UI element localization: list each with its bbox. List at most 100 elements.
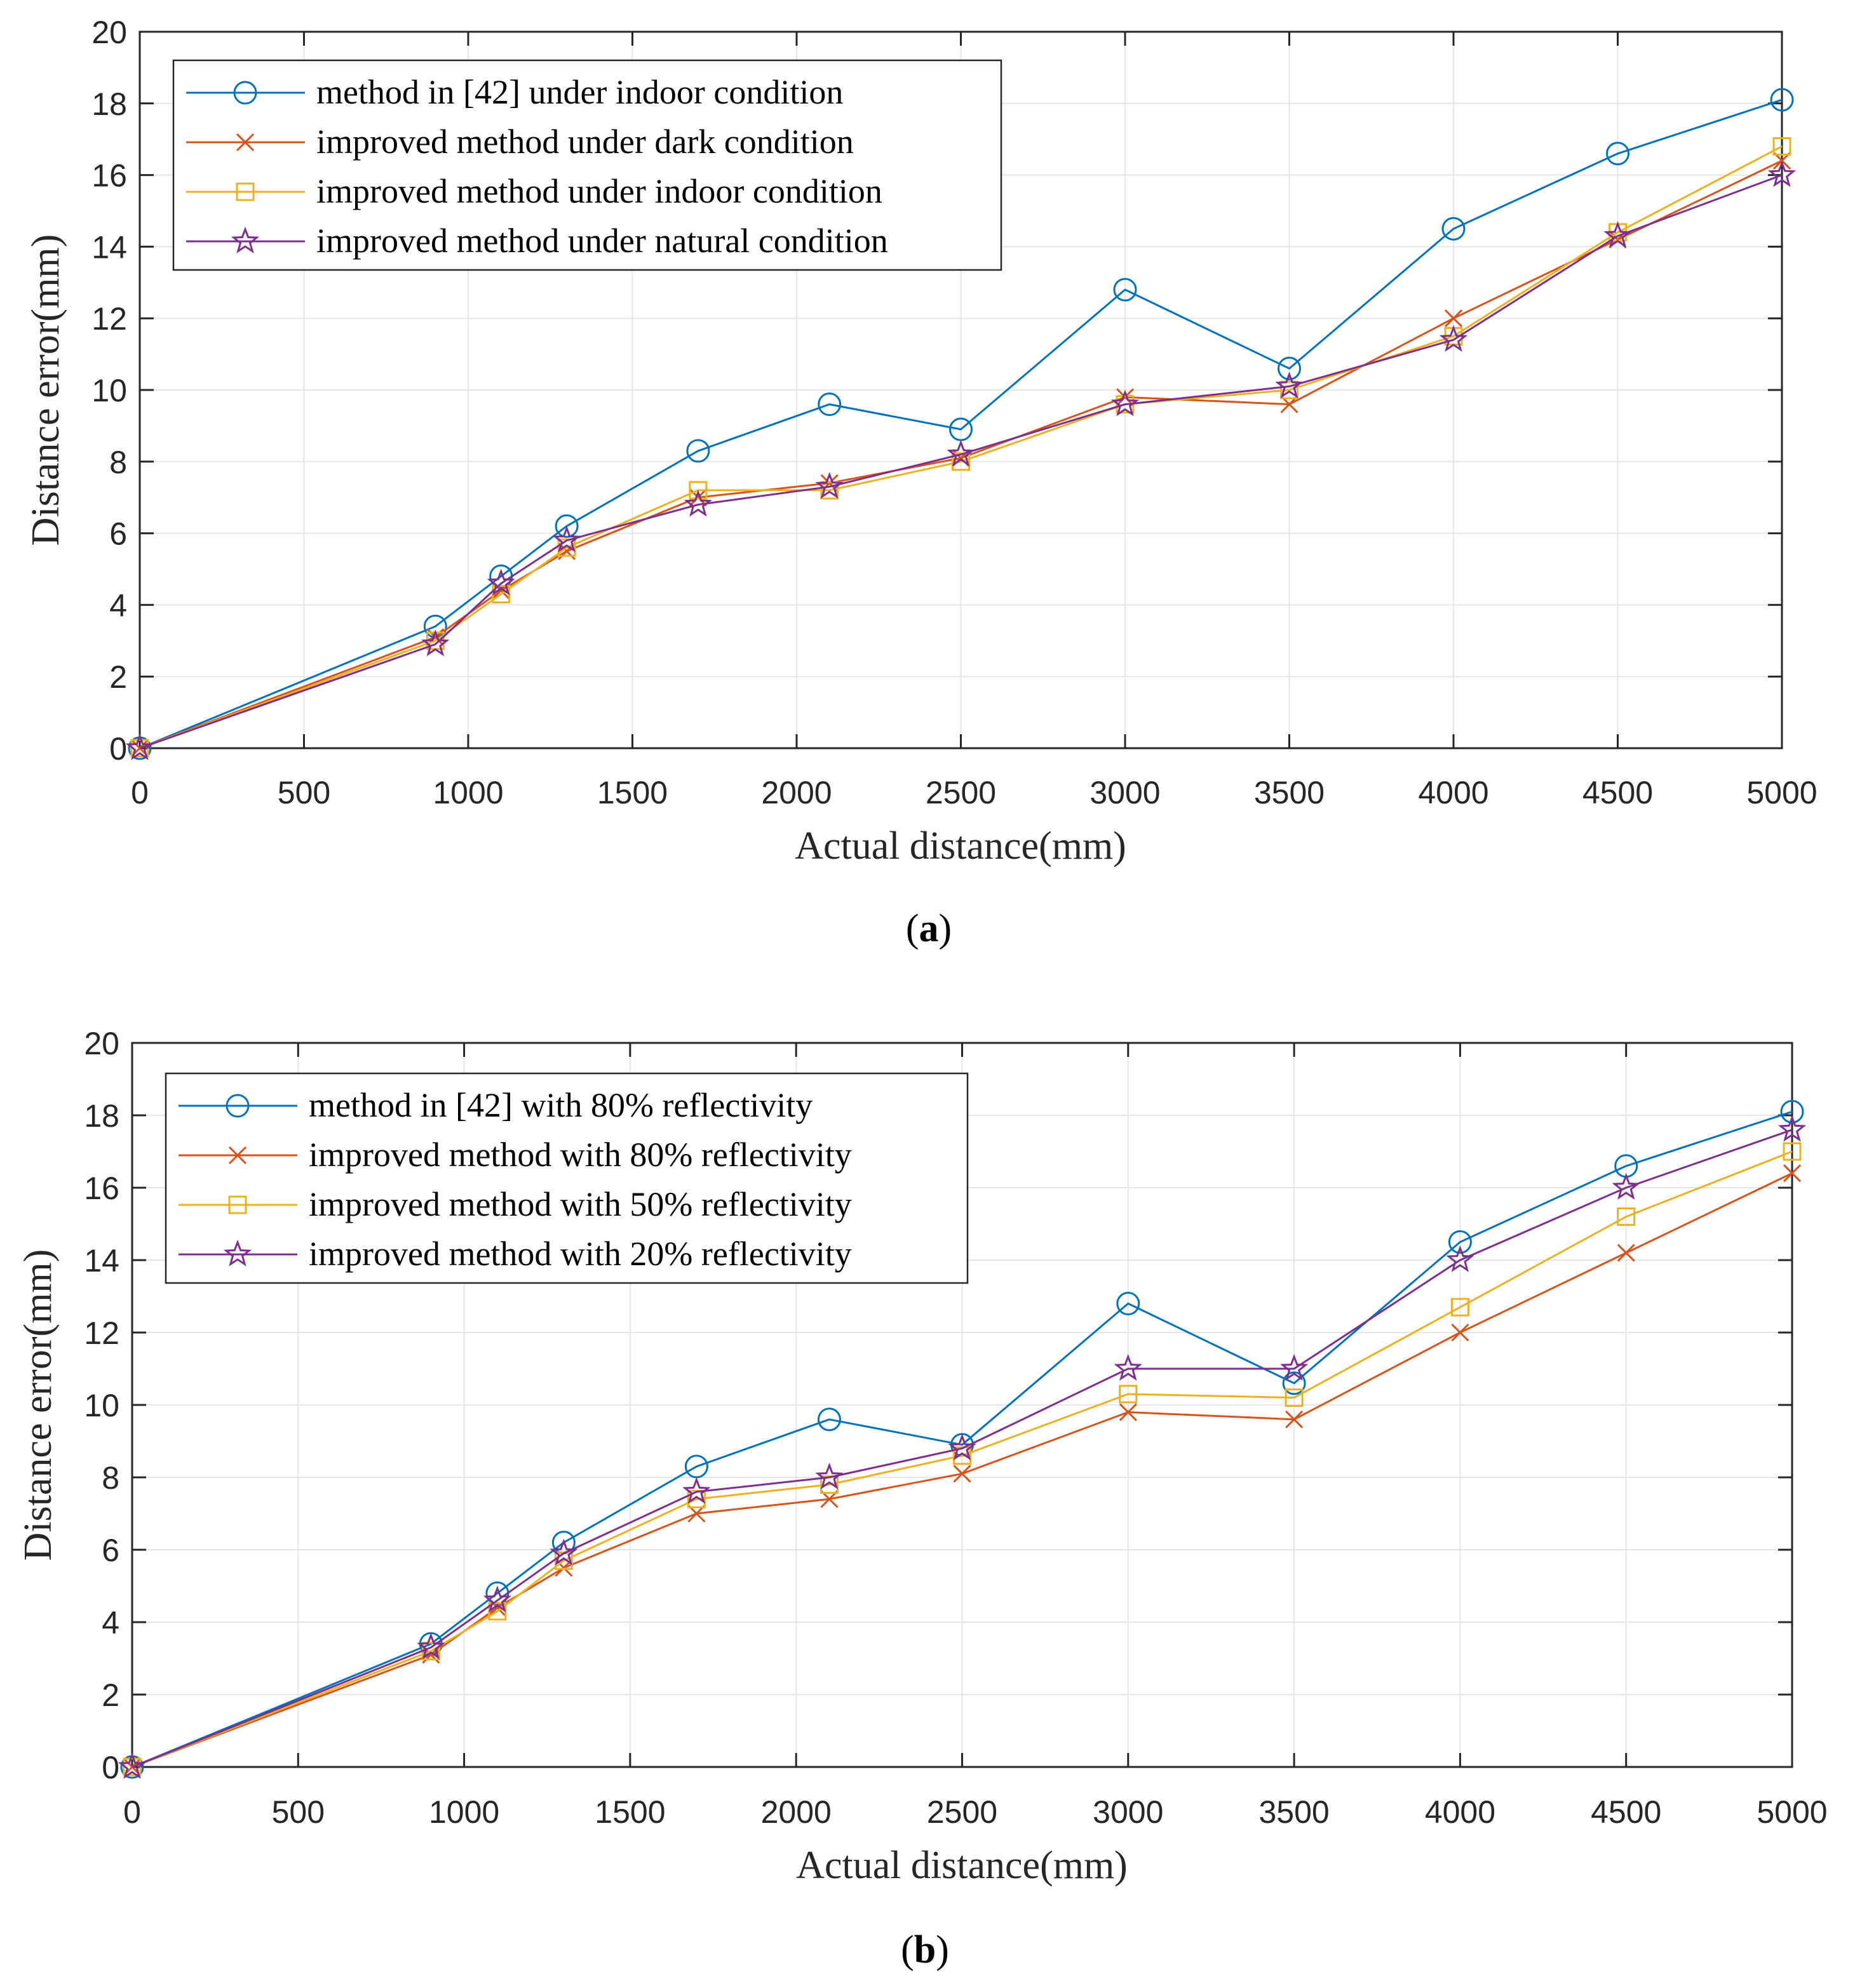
y-tick-label-b-7: 14: [84, 1243, 119, 1279]
data-point-b-1-11: [1783, 1164, 1802, 1183]
data-point-b-3-8: [1279, 1353, 1309, 1381]
data-point-a-2-3: [557, 538, 576, 557]
series-group-b: [118, 1099, 1807, 1779]
legend-entry-b-0: method in [42] with 80% reflectivity: [179, 1086, 813, 1124]
legend-marker-a-1: [236, 133, 255, 152]
legend-label-a-0: method in [42] under indoor condition: [316, 73, 843, 111]
y-tick-label-a-8: 16: [91, 158, 127, 194]
data-point-a-3-10: [1603, 221, 1632, 248]
x-tick-label-b-2: 1000: [429, 1794, 499, 1830]
data-point-b-3-0: [118, 1752, 147, 1779]
y-tick-label-a-0: 0: [109, 731, 127, 767]
data-point-a-3-1: [421, 629, 450, 657]
data-point-b-0-8: [1282, 1371, 1306, 1395]
x-tick-label-b-9: 4500: [1591, 1794, 1661, 1830]
x-tick-label-b-6: 3000: [1093, 1794, 1163, 1830]
svg-text:(b): (b): [901, 1928, 949, 1971]
x-tick-label-a-3: 1500: [597, 775, 668, 810]
data-point-b-3-9: [1446, 1245, 1474, 1272]
legend-marker-a-0: [233, 81, 257, 105]
x-axis-title-b: Actual distance(mm): [796, 1844, 1128, 1887]
x-tick-label-b-0: 0: [123, 1794, 141, 1830]
data-point-b-2-5: [820, 1475, 839, 1494]
data-point-a-3-7: [1110, 389, 1140, 417]
data-point-b-3-11: [1777, 1115, 1807, 1142]
legend-a: method in [42] under indoor condition im…: [172, 59, 1002, 271]
data-point-a-0-3: [555, 514, 579, 538]
y-tick-label-a-2: 4: [109, 588, 127, 623]
x-tick-label-b-5: 2500: [927, 1794, 997, 1830]
data-point-b-1-8: [1285, 1410, 1304, 1428]
y-tick-label-a-6: 12: [91, 301, 127, 337]
legend-label-a-2: improved method under indoor condition: [316, 172, 882, 210]
y-axis-title-a: Distance error(mm): [24, 234, 67, 546]
legend-marker-a-2: [236, 182, 255, 201]
data-point-a-1-7: [1116, 388, 1135, 406]
data-point-a-0-10: [1606, 142, 1629, 166]
y-tick-label-b-2: 4: [102, 1605, 119, 1641]
legend-label-b-2: improved method with 50% reflectivity: [309, 1185, 852, 1223]
x-tick-label-a-1: 500: [278, 775, 330, 810]
data-point-b-0-5: [817, 1407, 841, 1432]
data-point-b-2-10: [1617, 1207, 1636, 1226]
x-tick-label-a-8: 4000: [1418, 775, 1488, 810]
y-tick-label-a-7: 14: [91, 229, 127, 265]
x-axis-title-a: Actual distance(mm): [795, 824, 1126, 868]
data-point-b-1-9: [1451, 1323, 1469, 1342]
data-point-a-3-4: [684, 490, 713, 517]
legend-entry-a-3: improved method under natural condition: [186, 222, 888, 260]
data-point-b-0-11: [1780, 1099, 1804, 1124]
legend-label-b-3: improved method with 20% reflectivity: [309, 1235, 852, 1273]
series-line-a-2: [139, 145, 1783, 749]
data-point-b-1-7: [1119, 1403, 1137, 1421]
data-point-a-2-8: [1280, 380, 1298, 400]
data-point-b-1-10: [1617, 1244, 1635, 1262]
data-point-b-3-10: [1612, 1172, 1640, 1200]
series-line-a-3: [139, 174, 1783, 749]
x-tick-label-a-10: 5000: [1746, 775, 1817, 810]
y-tick-label-b-4: 8: [102, 1460, 119, 1496]
data-point-b-2-9: [1450, 1298, 1469, 1317]
x-tick-label-a-6: 3000: [1089, 775, 1160, 810]
y-tick-label-b-8: 16: [84, 1171, 119, 1206]
y-tick-label-b-1: 2: [102, 1677, 119, 1713]
data-point-a-0-4: [686, 439, 710, 463]
data-point-b-2-4: [687, 1489, 706, 1508]
x-tick-label-a-0: 0: [131, 775, 149, 810]
caption-a-letter: a: [919, 907, 939, 950]
chart-panel-a: 0 500 1000 1500 2000 2500 3000 3500 4000 4500 5000…: [24, 15, 1818, 868]
data-point-a-3-2: [487, 568, 515, 596]
data-point-a-3-5: [815, 472, 844, 499]
data-point-a-2-11: [1772, 137, 1791, 156]
legend-label-b-0: method in [42] with 80% reflectivity: [309, 1086, 813, 1124]
legend-entry-b-3: improved method with 20% reflectivity: [179, 1235, 852, 1273]
y-tick-label-b-10: 20: [84, 1026, 119, 1061]
x-tick-label-b-4: 2000: [761, 1794, 832, 1830]
y-tick-label-a-9: 18: [91, 86, 127, 122]
caption-a: (a): [906, 907, 952, 950]
y-tick-label-b-5: 10: [84, 1388, 119, 1423]
data-point-b-2-8: [1285, 1388, 1304, 1407]
data-point-b-2-7: [1119, 1385, 1138, 1404]
x-tick-label-b-10: 5000: [1757, 1794, 1827, 1830]
data-point-b-2-11: [1783, 1142, 1802, 1161]
data-point-b-3-6: [948, 1434, 976, 1461]
chart-panel-b: 0 500 1000 1500 2000 2500 3000 3500 4000 4500 5000…: [17, 1026, 1828, 1887]
data-point-a-3-11: [1767, 160, 1797, 187]
y-tick-label-b-6: 12: [84, 1315, 119, 1351]
legend-entry-a-2: improved method under indoor condition: [186, 172, 882, 210]
ticks-a: 0 500 1000 1500 2000 2500 3000 3500 4000 4500 5000…: [91, 15, 1817, 810]
x-tick-label-a-4: 2000: [761, 775, 832, 810]
legend-entry-a-0: method in [42] under indoor condition: [186, 73, 843, 111]
data-point-a-2-6: [952, 452, 970, 471]
data-point-a-1-9: [1444, 309, 1463, 328]
x-tick-label-a-9: 4500: [1582, 775, 1653, 810]
y-tick-label-a-5: 10: [91, 373, 127, 408]
legend-entry-a-1: improved method under dark condition: [186, 123, 854, 161]
data-point-a-0-11: [1770, 88, 1794, 112]
data-point-b-0-7: [1116, 1291, 1140, 1315]
data-point-b-3-4: [682, 1477, 711, 1504]
legend-marker-b-2: [228, 1195, 247, 1214]
data-point-b-3-3: [550, 1538, 578, 1566]
